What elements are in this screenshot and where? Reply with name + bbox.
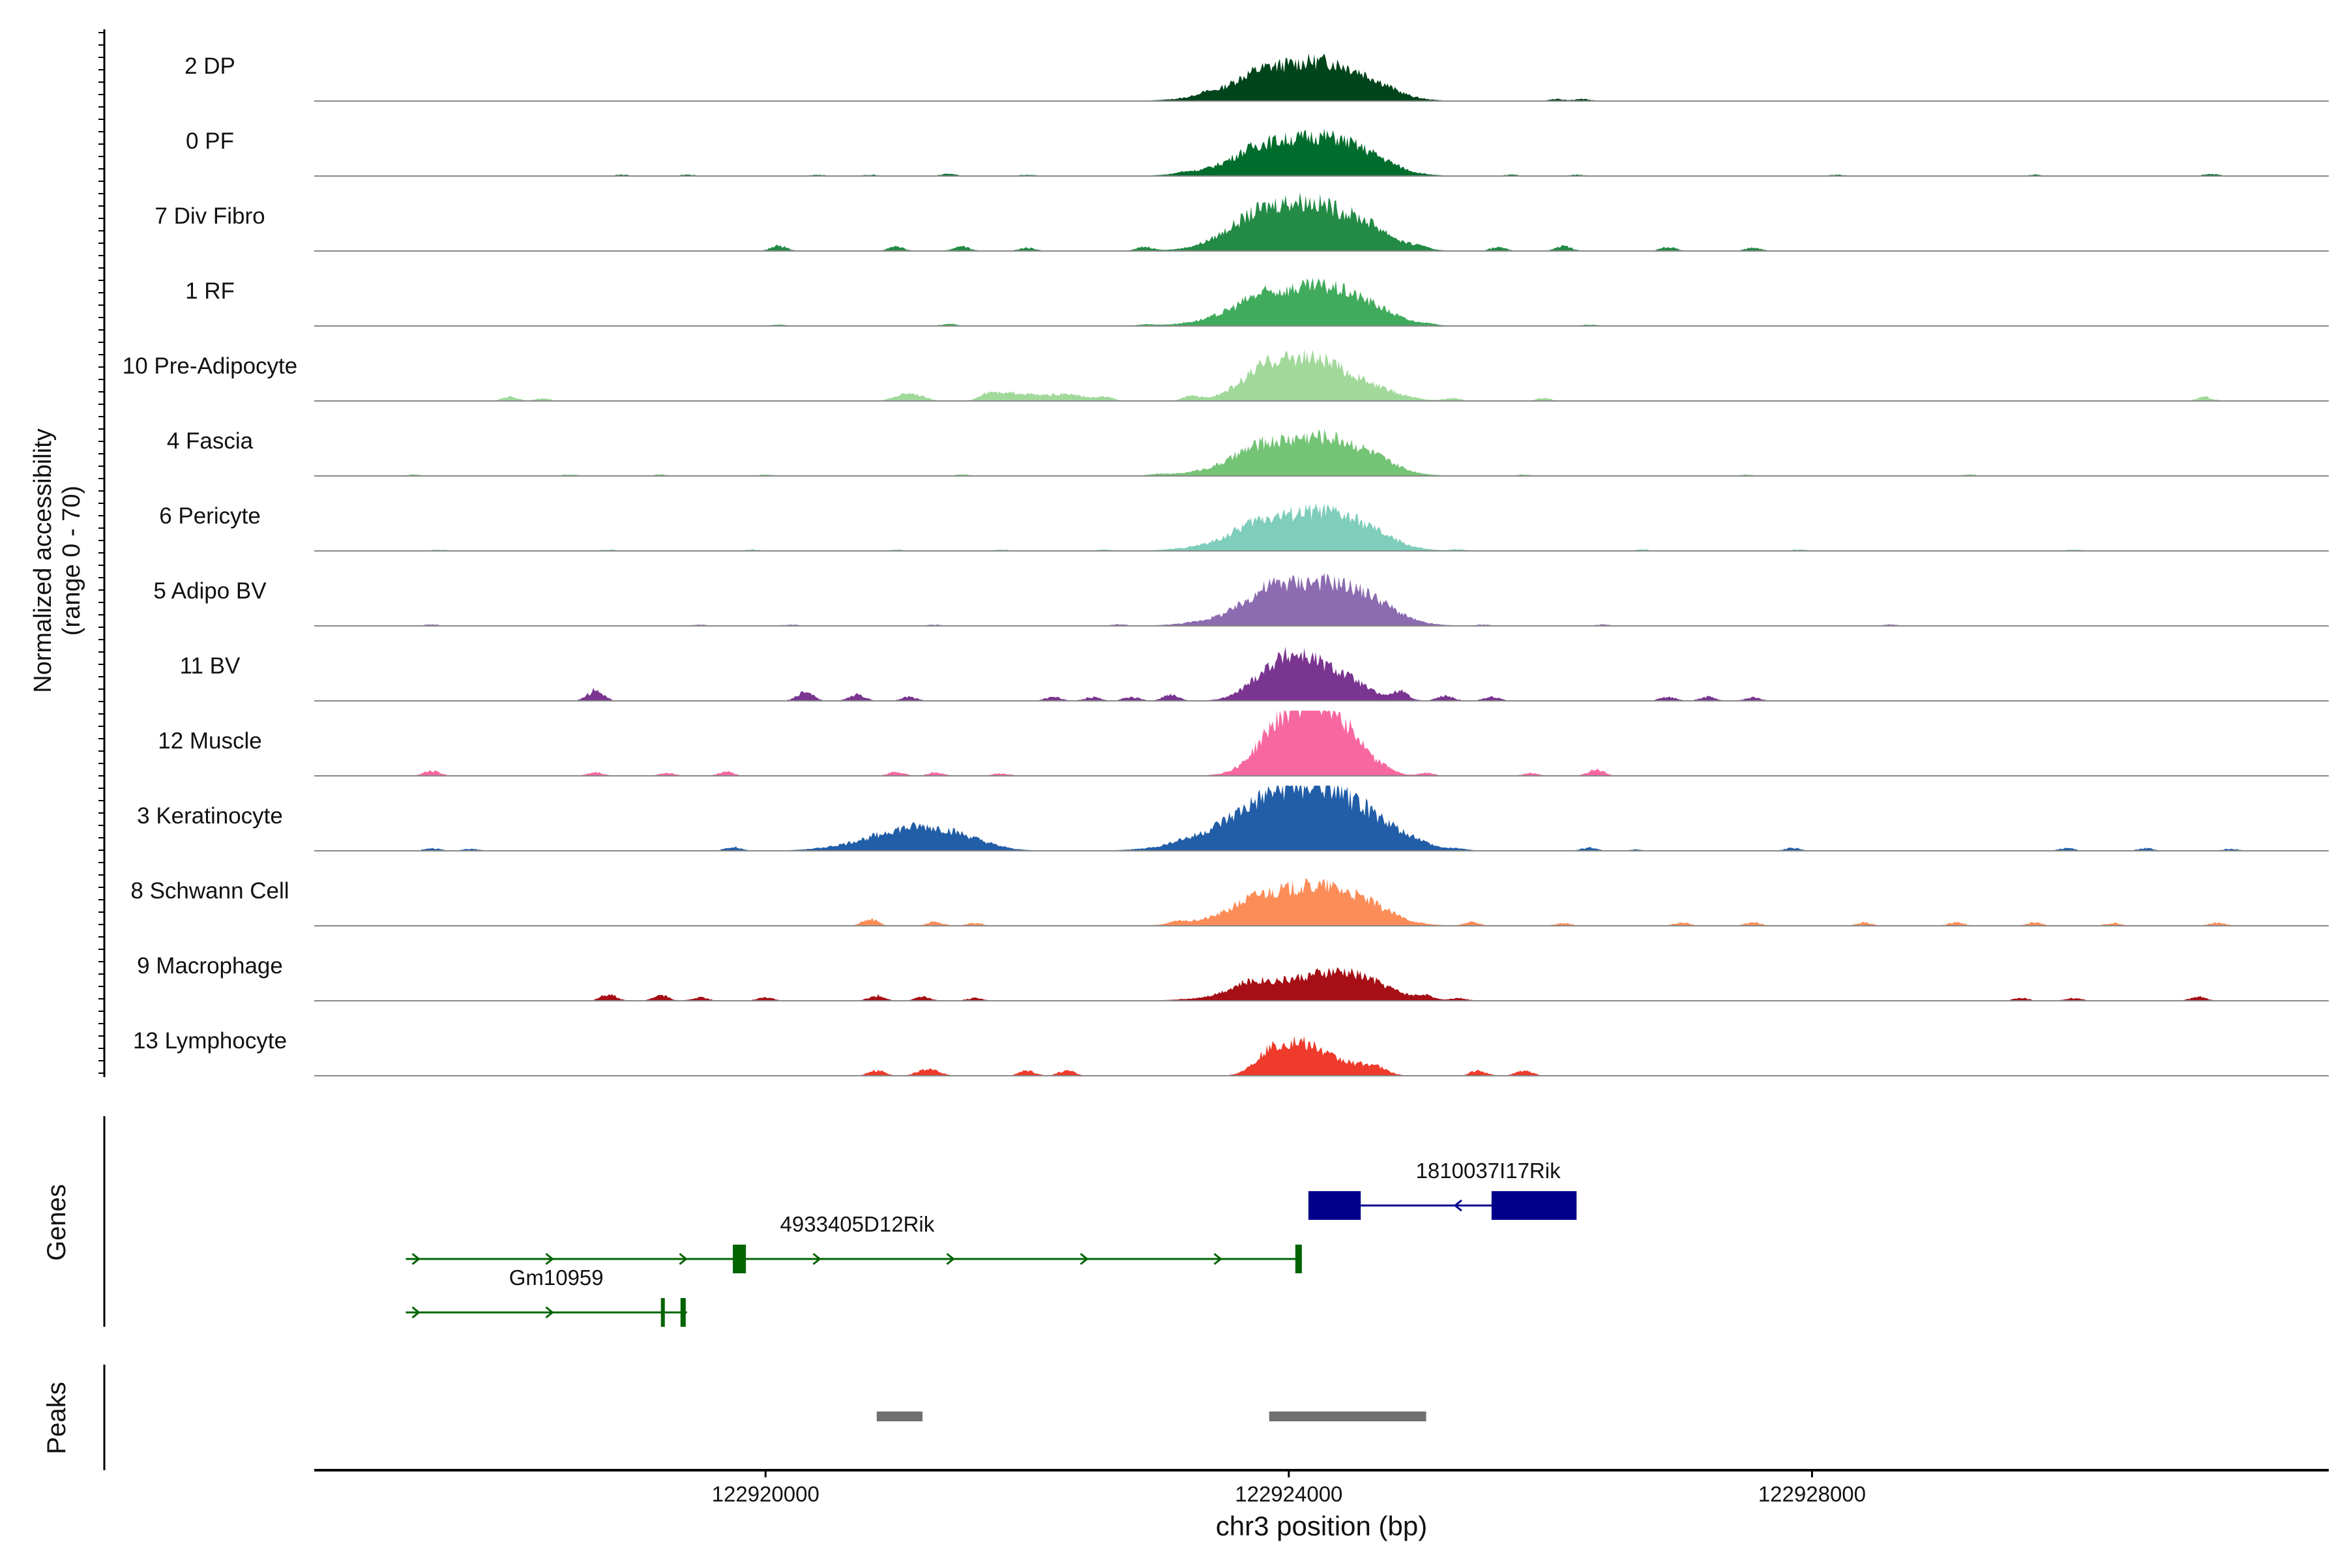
track-label: 6 Pericyte [159, 503, 261, 529]
strand-arrow [411, 1252, 421, 1265]
coverage-area [314, 646, 2329, 701]
strand-arrow [946, 1252, 955, 1265]
track-12: 8 Schwann Cell [130, 878, 2329, 926]
strand-arrow [1213, 1252, 1222, 1265]
peak-region-2 [1269, 1412, 1426, 1421]
coverage-area [314, 786, 2329, 851]
track-11: 3 Keratinocyte [137, 786, 2329, 851]
track-label: 4 Fascia [167, 428, 254, 454]
track-label: 3 Keratinocyte [137, 803, 283, 829]
track-label: 11 BV [180, 653, 241, 679]
peak-region-1 [876, 1412, 923, 1421]
coverage-area [314, 573, 2329, 626]
gene-exon [1491, 1191, 1577, 1220]
track-label: 7 Div Fibro [155, 203, 265, 229]
gene-exon [680, 1298, 686, 1327]
gene-label: Gm10959 [509, 1265, 604, 1290]
track-label: 0 PF [186, 128, 234, 154]
track-label: 9 Macrophage [137, 953, 283, 979]
coverage-area [314, 53, 2329, 101]
track-label: 13 Lymphocyte [133, 1028, 287, 1054]
gene-2: 4933405D12Rik [406, 1212, 1302, 1273]
coverage-tracks: 2 DP 0 PF 7 Div Fibro 1 RF 10 Pre-Adipocyte 4… [123, 53, 2329, 1076]
track-3: 7 Div Fibro [155, 192, 2329, 252]
gene-label: 4933405D12Rik [780, 1212, 935, 1236]
track-9: 11 BV [180, 646, 2329, 702]
track-5: 10 Pre-Adipocyte [123, 349, 2329, 402]
coverage-area [314, 878, 2329, 926]
track-6: 4 Fascia [167, 428, 2329, 477]
strand-arrow [812, 1252, 821, 1265]
x-tick-label: 122928000 [1758, 1482, 1866, 1506]
coverage-area [314, 1035, 2329, 1076]
track-13: 9 Macrophage [137, 953, 2329, 1001]
coverage-area [314, 192, 2329, 251]
gene-3: Gm10959 [406, 1265, 687, 1327]
gene-exon [660, 1298, 665, 1327]
track-14: 13 Lymphocyte [133, 1028, 2329, 1076]
track-10: 12 Muscle [158, 711, 2329, 777]
track-8: 5 Adipo BV [153, 573, 2329, 627]
y-axis-range-label: (range 0 - 70) [58, 486, 85, 636]
gene-exon [1308, 1191, 1361, 1220]
track-label: 5 Adipo BV [153, 578, 267, 604]
gene-label: 1810037I17Rik [1416, 1159, 1561, 1183]
track-label: 10 Pre-Adipocyte [123, 353, 297, 379]
track-label: 8 Schwann Cell [130, 878, 289, 904]
genes-panel-label: Genes [42, 1184, 71, 1261]
track-2: 0 PF [186, 128, 2329, 177]
strand-arrow [1080, 1252, 1089, 1265]
strand-arrow [545, 1252, 554, 1265]
strand-arrow [411, 1306, 421, 1319]
gene-exon [733, 1245, 746, 1273]
track-7: 6 Pericyte [159, 503, 2329, 552]
gene-annotation-panel: 1810037I17Rik 4933405D12Rik Gm10959 [103, 1116, 1577, 1327]
y-axis-ruler [98, 29, 106, 1077]
strand-arrow [545, 1306, 554, 1319]
coverage-area [314, 128, 2329, 176]
coverage-area [314, 428, 2329, 476]
coverage-area [314, 967, 2329, 1001]
peak-region-panel [103, 1365, 1426, 1470]
y-axis-label: Normalized accessibility [29, 428, 57, 692]
track-4: 1 RF [185, 278, 2329, 327]
strand-arrow [679, 1252, 688, 1265]
track-label: 1 RF [185, 278, 235, 304]
track-1: 2 DP [185, 53, 2329, 102]
coverage-area [314, 503, 2329, 551]
x-tick-label: 122920000 [712, 1482, 819, 1506]
gene-exon [1295, 1245, 1302, 1273]
coverage-area [314, 711, 2329, 776]
coverage-area [314, 349, 2329, 401]
gene-1: 1810037I17Rik [1308, 1159, 1577, 1220]
coverage-area [314, 278, 2329, 326]
x-tick-label: 122924000 [1235, 1482, 1342, 1506]
peaks-panel-label: Peaks [42, 1382, 71, 1454]
x-axis-label: chr3 position (bp) [1216, 1511, 1428, 1541]
track-label: 2 DP [185, 53, 235, 79]
track-label: 12 Muscle [158, 728, 262, 754]
strand-arrow [1453, 1199, 1462, 1212]
x-axis: 122920000 122924000 122928000 [314, 1469, 2329, 1506]
